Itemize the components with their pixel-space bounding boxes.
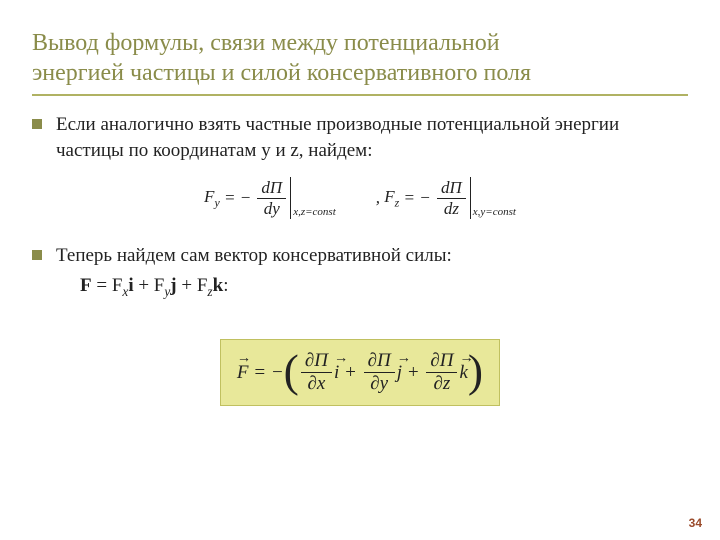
boxed-formula: F = − ( ∂П ∂x i + ∂П ∂y j + ∂П ∂z	[220, 339, 500, 406]
comma: ,	[376, 188, 385, 208]
equals-minus: = −	[249, 362, 284, 384]
title-line-1: Вывод формулы, связи между потенциальной	[32, 30, 500, 56]
vector-expansion-line: F = Fxi + Fyj + Fzk:	[80, 273, 452, 301]
equation-fz: , Fz = − dП dz x,y=const	[376, 177, 516, 219]
vertical-bar-icon	[470, 177, 471, 219]
equals-sign: = −	[220, 188, 256, 208]
vec-i: i	[334, 362, 339, 384]
bullet-2: Теперь найдем сам вектор консервативной …	[32, 243, 688, 301]
fy-condition: x,z=const	[293, 206, 336, 218]
vec-j: j	[397, 362, 402, 384]
bullet-1: Если аналогично взять частные производны…	[32, 112, 688, 163]
fz-fraction: dП dz	[437, 178, 466, 218]
fy-lhs: Fy	[204, 187, 220, 210]
page-number: 34	[689, 516, 702, 530]
title-underline	[32, 94, 688, 96]
fz-condition: x,y=const	[473, 206, 516, 218]
fz-lhs: Fz	[384, 187, 399, 210]
vertical-bar-icon	[290, 177, 291, 219]
bullet-marker-icon	[32, 250, 42, 260]
bullet-marker-icon	[32, 119, 42, 129]
bullet-2-text: Теперь найдем сам вектор консервативной …	[56, 243, 452, 301]
title-line-2: энергией частицы и силой консервативного…	[32, 60, 531, 86]
term3-frac: ∂П ∂z	[426, 350, 457, 395]
vec-F: F	[237, 362, 249, 384]
equation-fy: Fy = − dП dy x,z=const	[204, 177, 336, 219]
boxed-formula-container: F = − ( ∂П ∂x i + ∂П ∂y j + ∂П ∂z	[32, 319, 688, 406]
vec-k: k	[459, 362, 467, 384]
term1-frac: ∂П ∂x	[301, 350, 332, 395]
formula-row-1: Fy = − dП dy x,z=const , Fz = − dП dz x,…	[32, 177, 688, 219]
term2-frac: ∂П ∂y	[364, 350, 395, 395]
slide-title: Вывод формулы, связи между потенциальной…	[32, 28, 688, 88]
slide-container: Вывод формулы, связи между потенциальной…	[0, 0, 720, 540]
fy-fraction: dП dy	[257, 178, 286, 218]
equals-sign: = −	[399, 188, 435, 208]
bullet-1-text: Если аналогично взять частные производны…	[56, 112, 688, 163]
